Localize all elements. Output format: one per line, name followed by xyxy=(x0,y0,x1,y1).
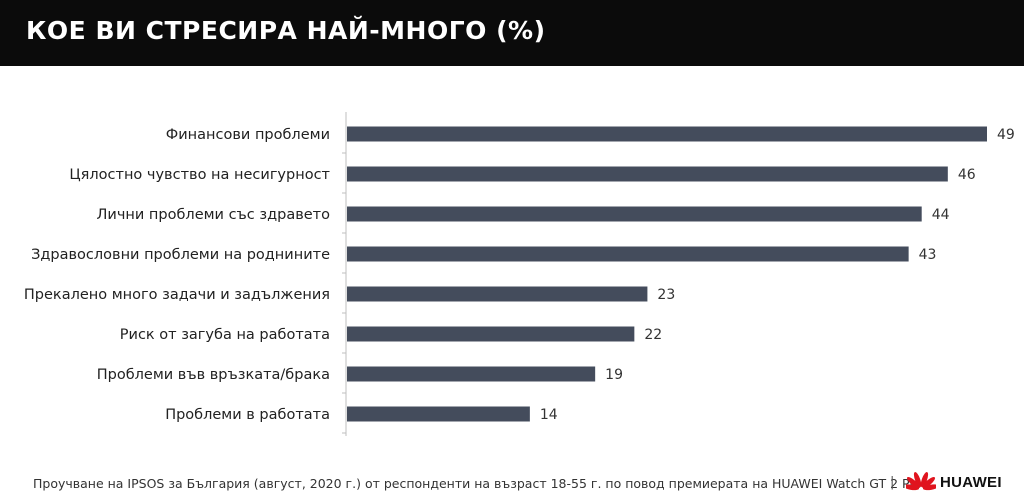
bar xyxy=(347,326,635,342)
source-note: Проучване на IPSOS за България (август, … xyxy=(33,476,922,491)
logo-petal xyxy=(922,484,936,491)
bar xyxy=(347,166,948,182)
category-label: Проблеми в работата xyxy=(165,407,330,423)
data-label: 14 xyxy=(540,407,558,423)
bar xyxy=(347,406,530,422)
category-label: Цялостно чувство на несигурност xyxy=(69,167,330,183)
footer-separator: | xyxy=(890,475,895,490)
bar xyxy=(347,286,648,302)
category-label: Проблеми във връзката/брака xyxy=(97,367,330,383)
brand: HUAWEI xyxy=(906,470,1002,494)
brand-name: HUAWEI xyxy=(940,473,1002,491)
logo-petal xyxy=(906,477,920,489)
category-label: Риск от загуба на работата xyxy=(120,327,330,343)
data-label: 43 xyxy=(919,247,937,263)
category-label: Здравословни проблеми на роднините xyxy=(31,247,330,263)
data-label: 19 xyxy=(605,367,623,383)
logo-petal xyxy=(922,477,936,489)
bar xyxy=(347,366,596,382)
category-label: Лични проблеми със здравето xyxy=(97,207,331,223)
bar-chart: Финансови проблеми 49 Цялостно чувство на … xyxy=(24,112,1015,436)
data-label: 44 xyxy=(932,207,950,223)
data-label: 49 xyxy=(997,127,1015,143)
bar xyxy=(347,126,987,142)
data-label: 22 xyxy=(644,327,662,343)
data-label: 46 xyxy=(958,167,976,183)
bar xyxy=(347,246,909,262)
page-title: КОЕ ВИ СТРЕСИРА НАЙ-МНОГО (%) xyxy=(26,16,546,45)
category-label: Финансови проблеми xyxy=(166,127,330,143)
logo-petal xyxy=(920,472,929,488)
bar xyxy=(347,206,922,222)
huawei-logo-icon xyxy=(906,472,936,491)
data-label: 23 xyxy=(657,287,675,303)
logo-petal xyxy=(913,472,922,488)
header-bar: КОЕ ВИ СТРЕСИРА НАЙ-МНОГО (%) xyxy=(0,0,1024,66)
category-label: Прекалено много задачи и задължения xyxy=(24,287,330,303)
